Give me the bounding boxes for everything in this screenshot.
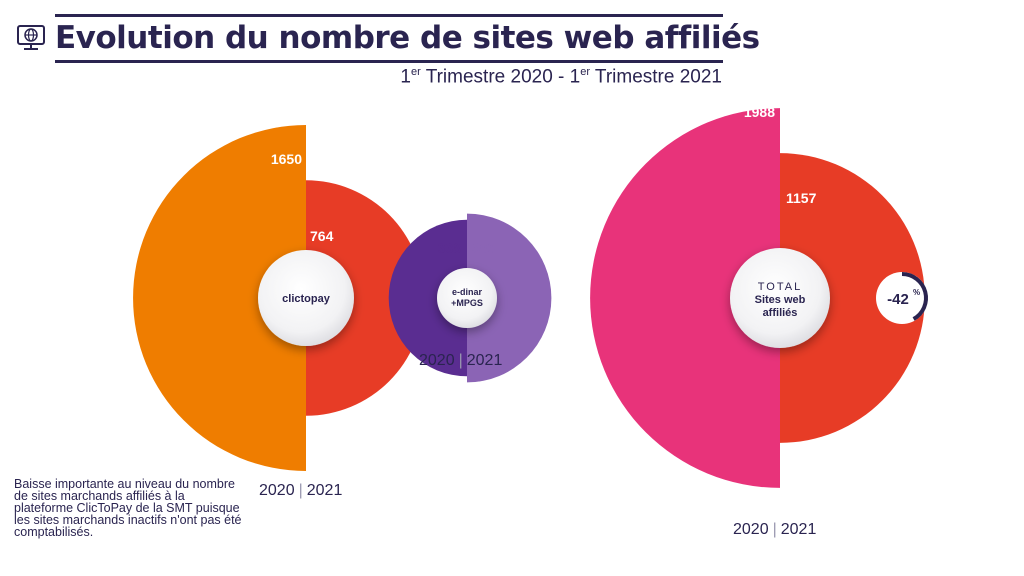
year-2021-label: 2021 bbox=[780, 521, 817, 538]
bar-2020 bbox=[590, 108, 780, 488]
center-label-line2: +MPGS bbox=[451, 298, 483, 308]
bar-2021 bbox=[306, 180, 424, 416]
center-label-line1: e-dinar bbox=[452, 287, 483, 297]
data-label-2021: 1157 bbox=[786, 190, 817, 206]
center-label-line2: Sites web bbox=[755, 294, 806, 306]
data-label-2021: 393 bbox=[472, 240, 496, 256]
page-subtitle: 1er Trimestre 2020 - 1er Trimestre 2021 bbox=[400, 66, 722, 88]
year-2021-label: 2021 bbox=[306, 482, 343, 499]
bar-2021 bbox=[780, 153, 925, 443]
data-label-2021: 764 bbox=[310, 228, 334, 244]
year-labels-total: 2020 | 2021 bbox=[733, 521, 816, 539]
chart-total: TOTAL Sites web affiliés 1988 1157 -42 % bbox=[590, 104, 928, 488]
center-disc bbox=[730, 248, 830, 348]
year-2020-label: 2020 bbox=[419, 352, 455, 369]
change-unit: % bbox=[913, 288, 920, 297]
chart-clictopay: clictopay 1650 764 bbox=[133, 125, 424, 471]
change-badge: -42 % bbox=[876, 272, 928, 324]
footnote: Baisse importante au niveau du nombre de… bbox=[14, 477, 242, 539]
bar-2020 bbox=[133, 125, 306, 471]
year-labels-edinar: 2020 | 2021 bbox=[419, 352, 502, 370]
bar-2021 bbox=[467, 213, 552, 383]
year-2020-label: 2020 bbox=[733, 521, 769, 538]
change-value: -42 bbox=[887, 291, 909, 308]
data-label-2020: 1650 bbox=[271, 151, 302, 167]
center-label-line3: affiliés bbox=[763, 307, 798, 319]
center-disc bbox=[258, 250, 354, 346]
data-label-2020: 1988 bbox=[744, 104, 775, 120]
center-label-line1: TOTAL bbox=[758, 281, 802, 293]
monitor-globe-icon bbox=[16, 24, 46, 52]
year-2021-label: 2021 bbox=[466, 352, 503, 369]
change-badge-disc bbox=[876, 272, 928, 324]
year-separator: | bbox=[298, 482, 303, 499]
bar-2020 bbox=[388, 219, 467, 377]
change-arc bbox=[901, 272, 928, 321]
title-bottom-rule bbox=[55, 60, 723, 63]
year-2020-label: 2020 bbox=[259, 482, 295, 499]
center-label: clictopay bbox=[282, 293, 331, 305]
year-separator: | bbox=[458, 352, 463, 369]
year-separator: | bbox=[772, 521, 777, 538]
center-disc bbox=[437, 268, 497, 328]
data-label-2020: 338 bbox=[438, 240, 462, 256]
title-top-rule bbox=[55, 14, 723, 17]
chart-edinar-mpgs: e-dinar +MPGS 338 393 bbox=[388, 213, 552, 383]
page-title: Evolution du nombre de sites web affilié… bbox=[55, 20, 760, 56]
year-labels-clictopay: 2020 | 2021 bbox=[259, 482, 342, 500]
